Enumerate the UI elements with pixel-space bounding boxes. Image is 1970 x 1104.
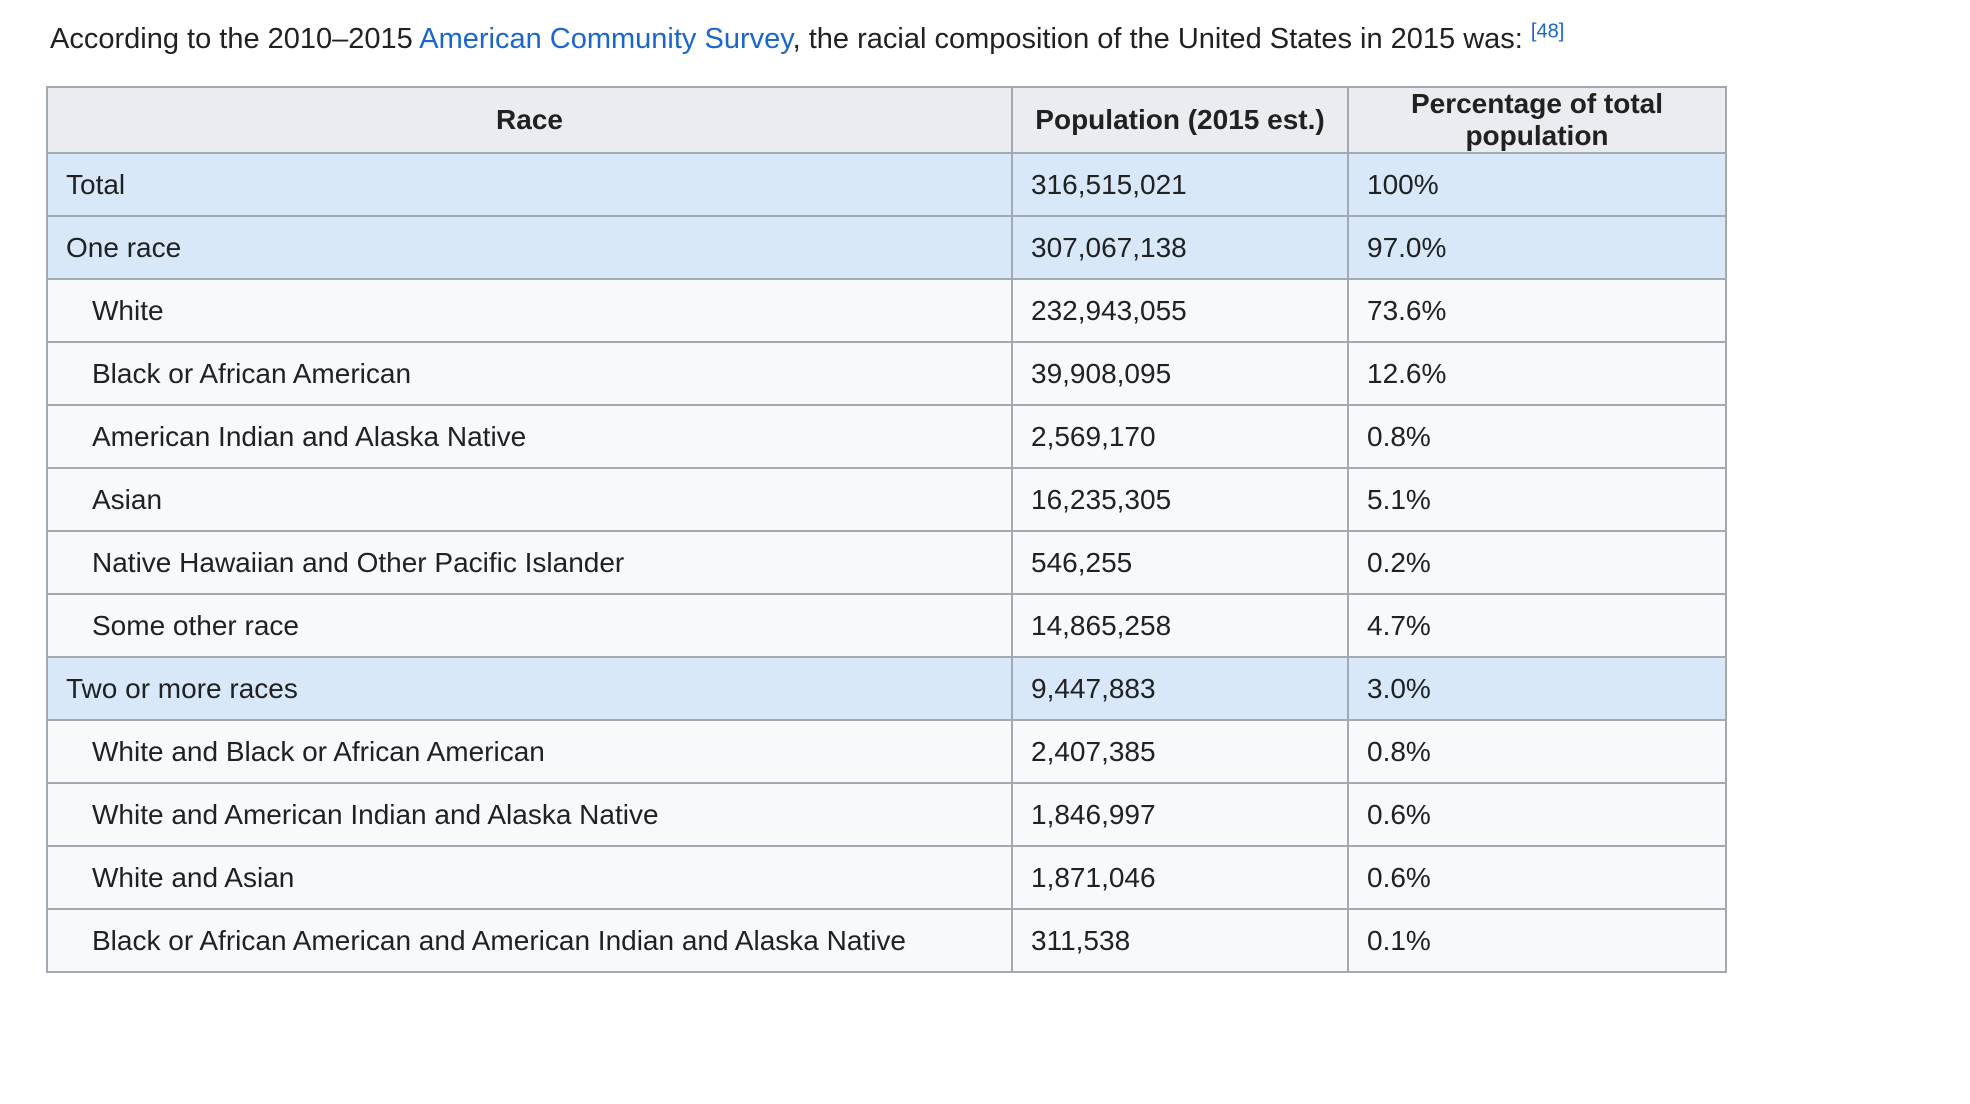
percentage-cell: 0.1%: [1347, 908, 1727, 973]
race-cell: White: [46, 278, 1013, 343]
race-cell: Black or African American and American I…: [46, 908, 1013, 973]
percentage-cell: 0.2%: [1347, 530, 1727, 595]
population-cell: 1,871,046: [1011, 845, 1349, 910]
population-cell: 9,447,883: [1011, 656, 1349, 721]
table-row: Asian 16,235,305 5.1%: [46, 467, 1727, 532]
percentage-cell: 4.7%: [1347, 593, 1727, 658]
population-cell: 316,515,021: [1011, 152, 1349, 217]
population-cell: 307,067,138: [1011, 215, 1349, 280]
table-row: American Indian and Alaska Native 2,569,…: [46, 404, 1727, 469]
percentage-cell: 12.6%: [1347, 341, 1727, 406]
race-cell: Native Hawaiian and Other Pacific Island…: [46, 530, 1013, 595]
percentage-cell: 3.0%: [1347, 656, 1727, 721]
table-row: Black or African American and American I…: [46, 908, 1727, 973]
table-row: White and Black or African American 2,40…: [46, 719, 1727, 784]
population-cell: 311,538: [1011, 908, 1349, 973]
population-cell: 16,235,305: [1011, 467, 1349, 532]
table-row: Some other race 14,865,258 4.7%: [46, 593, 1727, 658]
population-cell: 39,908,095: [1011, 341, 1349, 406]
percentage-cell: 73.6%: [1347, 278, 1727, 343]
percentage-cell: 0.6%: [1347, 782, 1727, 847]
population-cell: 232,943,055: [1011, 278, 1349, 343]
race-cell: White and Asian: [46, 845, 1013, 910]
column-header-percentage: Percentage of total population: [1347, 86, 1727, 154]
table-row: Total 316,515,021 100%: [46, 152, 1727, 217]
population-cell: 14,865,258: [1011, 593, 1349, 658]
table-row: Black or African American 39,908,095 12.…: [46, 341, 1727, 406]
intro-text-after-link: , the racial composition of the United S…: [792, 23, 1531, 55]
percentage-cell: 5.1%: [1347, 467, 1727, 532]
table-header-row: Race Population (2015 est.) Percentage o…: [46, 86, 1727, 154]
column-header-race: Race: [46, 86, 1013, 154]
intro-text-before-link: According to the 2010–2015: [50, 23, 420, 55]
percentage-cell: 0.8%: [1347, 404, 1727, 469]
race-cell: American Indian and Alaska Native: [46, 404, 1013, 469]
population-cell: 2,569,170: [1011, 404, 1349, 469]
race-cell: Black or African American: [46, 341, 1013, 406]
population-cell: 2,407,385: [1011, 719, 1349, 784]
percentage-cell: 0.8%: [1347, 719, 1727, 784]
table-row: White and Asian 1,871,046 0.6%: [46, 845, 1727, 910]
race-cell: White and American Indian and Alaska Nat…: [46, 782, 1013, 847]
race-cell: White and Black or African American: [46, 719, 1013, 784]
column-header-population: Population (2015 est.): [1011, 86, 1349, 154]
percentage-cell: 100%: [1347, 152, 1727, 217]
citation-48-link[interactable]: [48]: [1530, 20, 1565, 43]
race-cell: Two or more races: [46, 656, 1013, 721]
table-row: White and American Indian and Alaska Nat…: [46, 782, 1727, 847]
american-community-survey-link[interactable]: American Community Survey: [419, 23, 793, 55]
population-cell: 1,846,997: [1011, 782, 1349, 847]
racial-composition-table: Race Population (2015 est.) Percentage o…: [46, 86, 1727, 973]
population-cell: 546,255: [1011, 530, 1349, 595]
race-cell: Total: [46, 152, 1013, 217]
intro-paragraph: According to the 2010–2015 American Comm…: [50, 20, 1970, 58]
table-row: White 232,943,055 73.6%: [46, 278, 1727, 343]
race-cell: Some other race: [46, 593, 1013, 658]
table-row: Two or more races 9,447,883 3.0%: [46, 656, 1727, 721]
race-cell: Asian: [46, 467, 1013, 532]
percentage-cell: 97.0%: [1347, 215, 1727, 280]
table-row: One race 307,067,138 97.0%: [46, 215, 1727, 280]
percentage-cell: 0.6%: [1347, 845, 1727, 910]
table-row: Native Hawaiian and Other Pacific Island…: [46, 530, 1727, 595]
race-cell: One race: [46, 215, 1013, 280]
